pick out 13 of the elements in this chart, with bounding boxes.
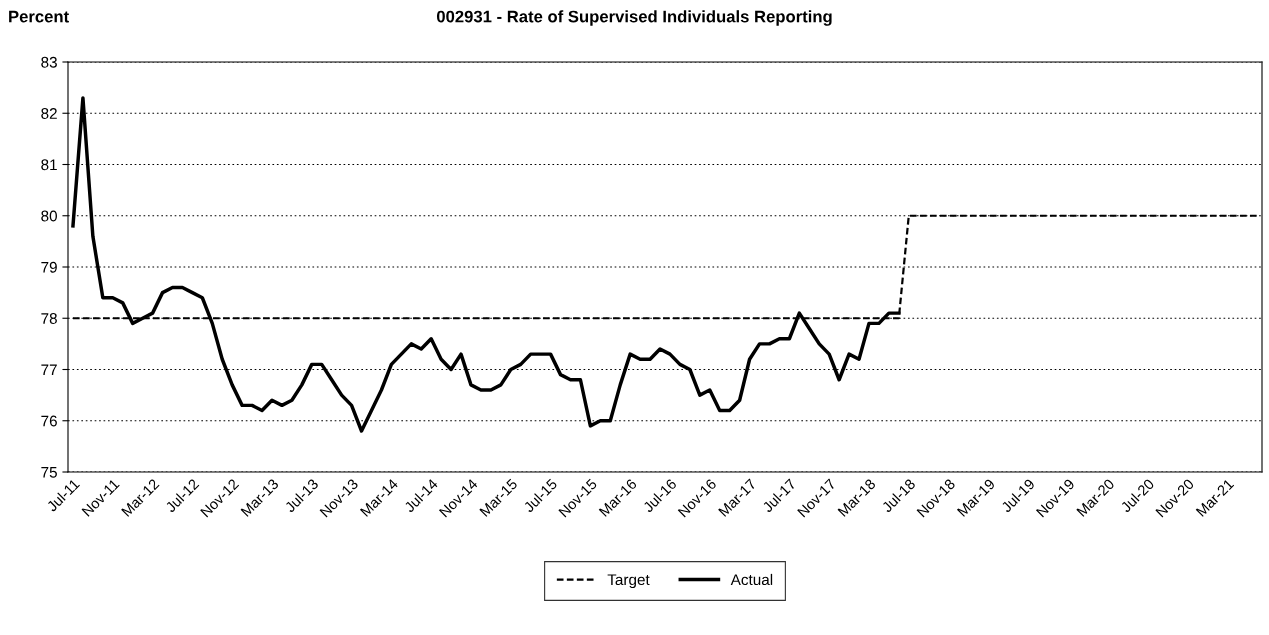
legend-label: Actual <box>730 573 773 586</box>
y-tick-label: 75 <box>41 467 57 478</box>
y-tick-label: 82 <box>41 108 57 119</box>
y-tick-label: 76 <box>41 415 57 427</box>
y-axis-title: Percent <box>9 10 69 23</box>
y-tick-label: 80 <box>41 210 57 222</box>
y-tick-label: 78 <box>41 313 57 324</box>
y-tick-label: 81 <box>41 159 57 171</box>
legend-label: Target <box>607 574 650 589</box>
y-tick-label: 77 <box>41 364 57 376</box>
y-tick-label: 83 <box>41 56 57 68</box>
chart-title: 002931 - Rate of Supervised Individuals Reporting <box>436 10 832 26</box>
y-tick-label: 79 <box>41 261 57 273</box>
